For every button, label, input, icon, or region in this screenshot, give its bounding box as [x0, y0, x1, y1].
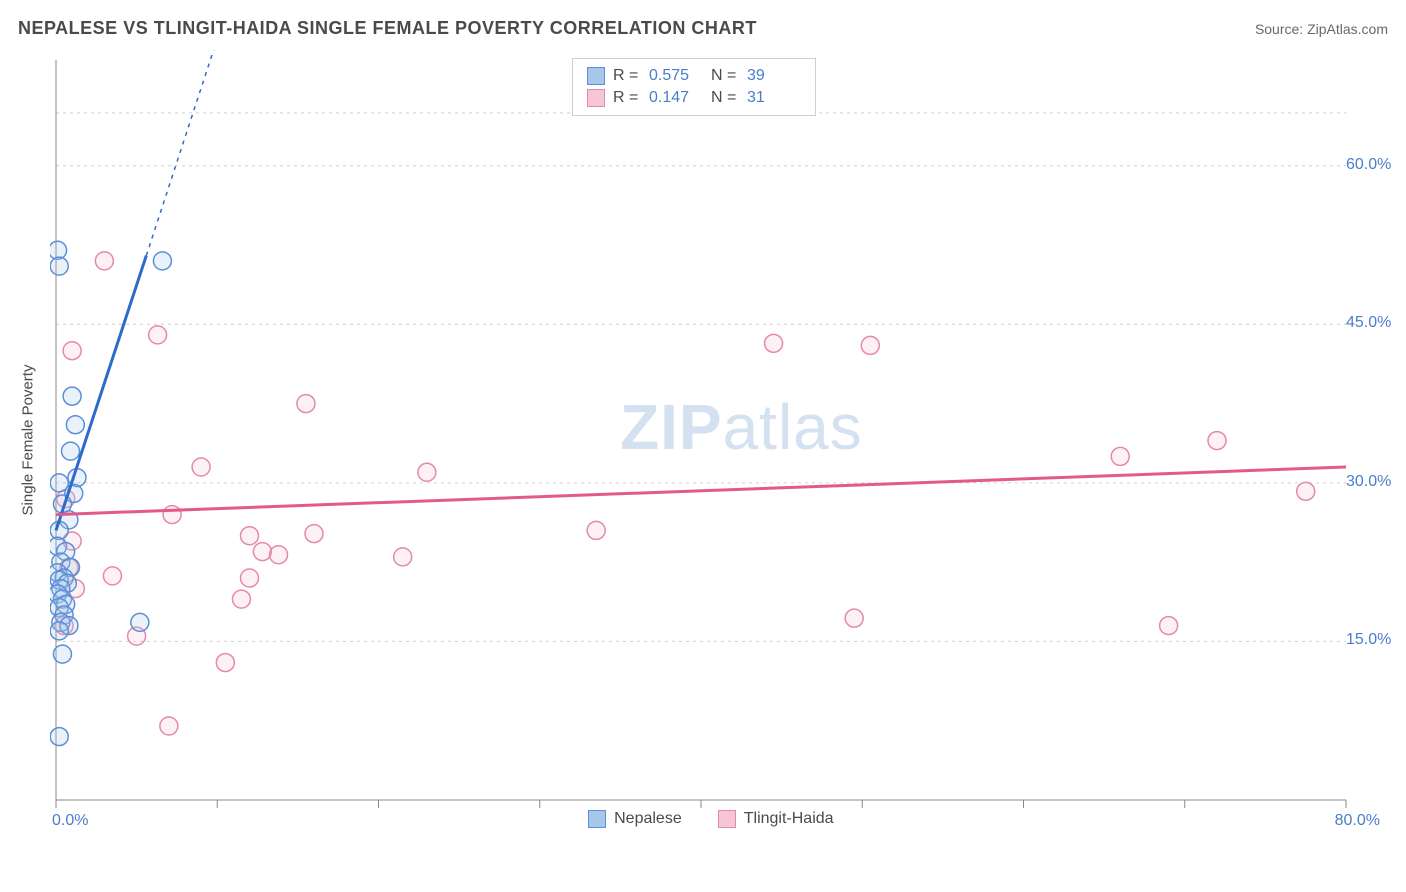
scatter-chart [50, 50, 1386, 830]
n-label: N = [711, 67, 739, 85]
axis-tick-label: 0.0% [52, 812, 88, 830]
r-value: 0.575 [649, 67, 703, 85]
r-label: R = [613, 67, 641, 85]
axis-tick-label: 45.0% [1346, 314, 1391, 332]
legend-label: Nepalese [614, 810, 682, 828]
chart-title: NEPALESE VS TLINGIT-HAIDA SINGLE FEMALE … [18, 18, 757, 39]
y-axis-label: Single Female Poverty [20, 365, 37, 516]
legend-swatch [587, 67, 605, 85]
legend-swatch [587, 89, 605, 107]
header: NEPALESE VS TLINGIT-HAIDA SINGLE FEMALE … [18, 18, 1388, 39]
n-value: 39 [747, 67, 801, 85]
n-label: N = [711, 89, 739, 107]
axis-tick-label: 80.0% [1335, 812, 1380, 830]
legend-row: R = 0.147 N = 31 [587, 87, 801, 109]
n-value: 31 [747, 89, 801, 107]
r-value: 0.147 [649, 89, 703, 107]
legend-swatch [588, 810, 606, 828]
axis-tick-label: 60.0% [1346, 156, 1391, 174]
axis-tick-label: 30.0% [1346, 473, 1391, 491]
source-label: Source: ZipAtlas.com [1255, 21, 1388, 37]
legend-swatch [718, 810, 736, 828]
legend-row: R = 0.575 N = 39 [587, 65, 801, 87]
legend-item: Nepalese [588, 810, 682, 828]
series-legend: Nepalese Tlingit-Haida [588, 810, 833, 828]
legend-label: Tlingit-Haida [744, 810, 834, 828]
r-label: R = [613, 89, 641, 107]
axis-tick-label: 15.0% [1346, 631, 1391, 649]
legend-item: Tlingit-Haida [718, 810, 834, 828]
correlation-legend: R = 0.575 N = 39 R = 0.147 N = 31 [572, 58, 816, 116]
